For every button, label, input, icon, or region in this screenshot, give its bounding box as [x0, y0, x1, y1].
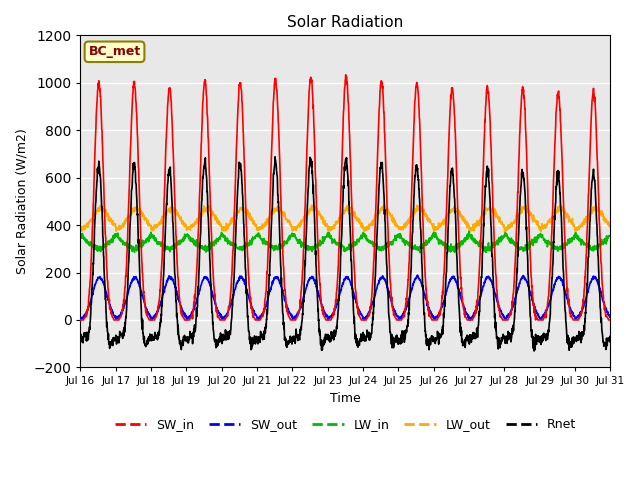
Title: Solar Radiation: Solar Radiation — [287, 15, 404, 30]
Y-axis label: Solar Radiation (W/m2): Solar Radiation (W/m2) — [15, 129, 28, 274]
Text: BC_met: BC_met — [88, 45, 141, 58]
X-axis label: Time: Time — [330, 392, 361, 405]
Legend: SW_in, SW_out, LW_in, LW_out, Rnet: SW_in, SW_out, LW_in, LW_out, Rnet — [110, 413, 581, 436]
